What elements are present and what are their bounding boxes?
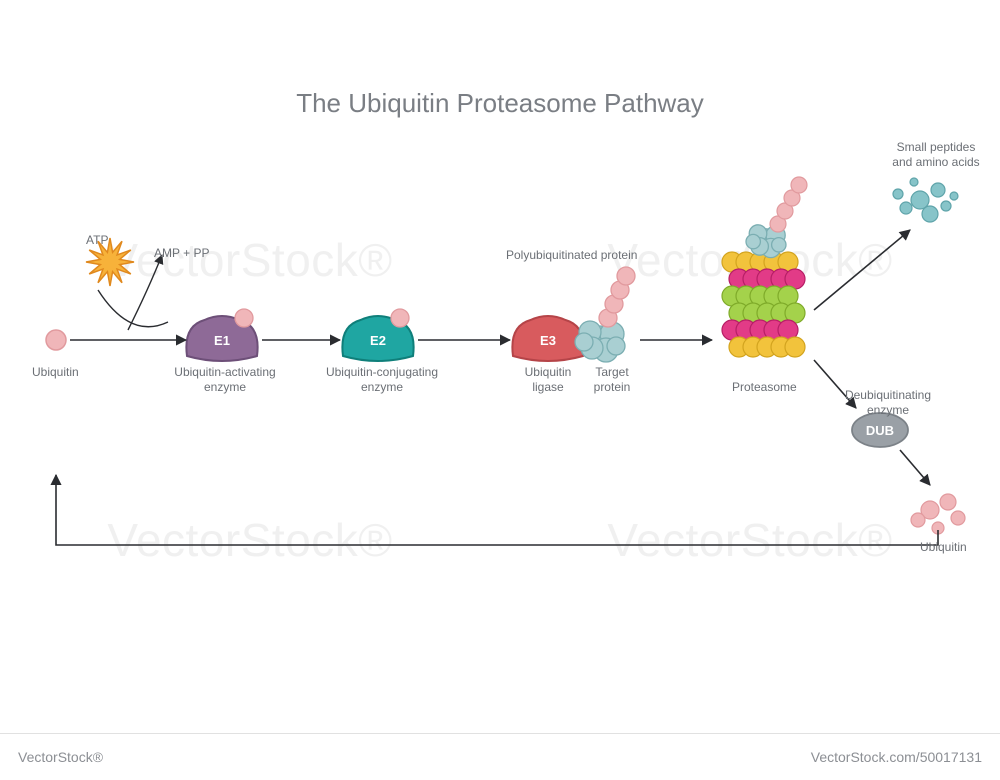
svg-text:E3: E3	[540, 333, 556, 348]
label-dub: Deubiquitinating enzyme	[838, 388, 938, 418]
label-polyub: Polyubiquitinated protein	[506, 248, 637, 263]
label-e2-name: Ubiquitin-conjugating enzyme	[322, 365, 442, 395]
footer-right: VectorStock.com/50017131	[811, 749, 982, 765]
label-amp: AMP + PP	[154, 246, 209, 261]
label-proteasome: Proteasome	[732, 380, 797, 395]
label-peptides: Small peptides and amino acids	[886, 140, 986, 170]
diagram-canvas: VectorStock® VectorStock® VectorStock® V…	[0, 0, 1000, 780]
label-atp: ATP	[86, 233, 108, 248]
label-e3-name-a: Ubiquitin ligase	[518, 365, 578, 395]
svg-text:E2: E2	[370, 333, 386, 348]
svg-text:DUB: DUB	[866, 423, 894, 438]
footer-bar: VectorStock® VectorStock.com/50017131	[0, 733, 1000, 780]
label-ubiquitin: Ubiquitin	[32, 365, 79, 380]
label-e3-name-b: Target protein	[582, 365, 642, 395]
svg-text:E1: E1	[214, 333, 230, 348]
label-ubiquitin-out: Ubiquitin	[920, 540, 967, 555]
footer-left: VectorStock®	[18, 749, 103, 765]
label-e1-name: Ubiquitin-activating enzyme	[170, 365, 280, 395]
